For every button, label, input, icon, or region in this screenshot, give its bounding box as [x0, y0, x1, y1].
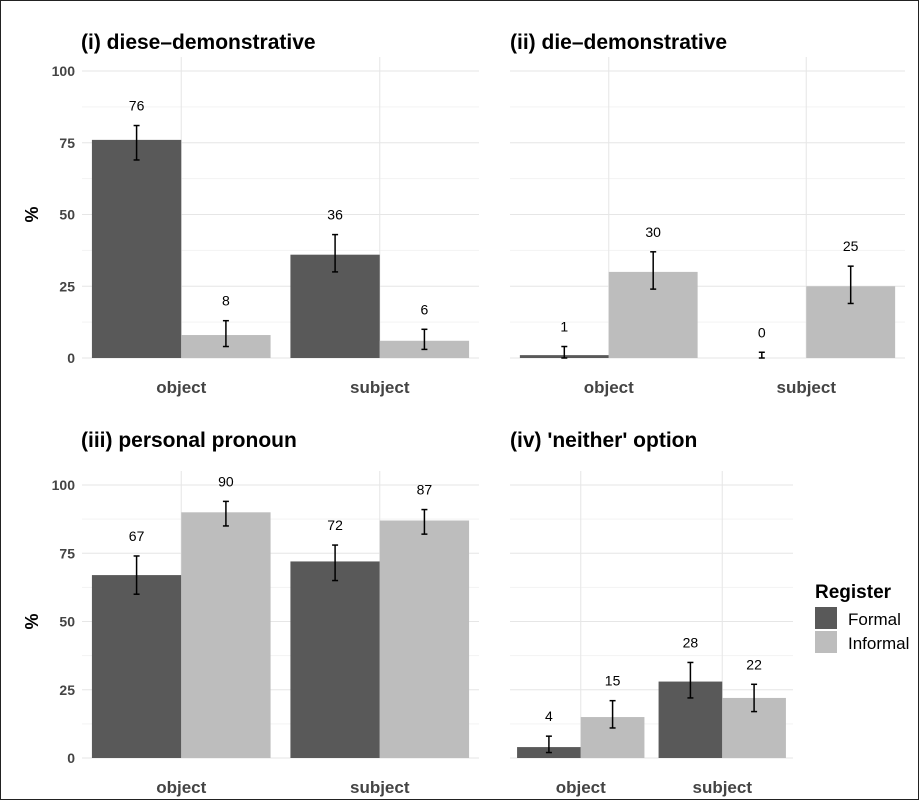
data-label: 72: [327, 517, 343, 533]
y-tick-label: 50: [59, 207, 75, 223]
bar-formal-object: [91, 139, 182, 358]
data-label: 15: [605, 673, 621, 689]
x-tick-label: subject: [350, 378, 410, 397]
panel-title: (i) diese–demonstrative: [81, 31, 316, 54]
y-tick-label: 25: [59, 278, 75, 294]
panel-title: (ii) die–demonstrative: [510, 31, 727, 54]
y-axis-label: %: [22, 206, 42, 222]
legend-title: Register: [815, 582, 892, 603]
bar-formal-object: [91, 575, 182, 758]
data-label: 28: [683, 634, 699, 650]
x-tick-label: subject: [350, 778, 410, 797]
bar-informal-object: [181, 512, 271, 758]
data-label: 1: [560, 319, 568, 335]
x-tick-label: subject: [692, 778, 752, 797]
y-tick-label: 0: [67, 350, 75, 366]
legend-label-informal: Informal: [848, 634, 909, 653]
legend-label-formal: Formal: [848, 610, 901, 629]
data-label: 0: [758, 324, 766, 340]
x-tick-label: object: [584, 378, 634, 397]
panel-4: (iv) 'neither' option object subject 4 28 15 2…: [510, 429, 793, 797]
bar-formal-subject: [290, 561, 380, 758]
y-tick-label: 75: [59, 545, 75, 561]
data-label: 25: [843, 238, 859, 254]
x-tick-label: object: [156, 778, 206, 797]
data-label: 6: [421, 301, 429, 317]
data-label: 30: [645, 224, 661, 240]
panel-title: (iii) personal pronoun: [81, 429, 297, 452]
y-tick-label: 25: [59, 682, 75, 698]
x-tick-label: subject: [776, 378, 836, 397]
y-axis-label: %: [22, 613, 42, 629]
legend: Register Formal Informal: [815, 582, 909, 653]
legend-swatch-informal: [815, 631, 837, 653]
data-label: 76: [129, 98, 145, 114]
x-tick-label: object: [556, 778, 606, 797]
y-tick-label: 75: [59, 135, 75, 151]
data-label: 8: [222, 293, 230, 309]
y-tick-label: 100: [52, 63, 76, 79]
data-label: 4: [545, 708, 553, 724]
bar-informal-subject: [379, 520, 470, 758]
y-tick-label: 0: [67, 750, 75, 766]
panel-2: (ii) die–demonstrative object subject 1 0 30 2…: [510, 31, 905, 397]
data-label: 22: [746, 656, 762, 672]
panel-title: (iv) 'neither' option: [510, 429, 697, 452]
legend-swatch-formal: [815, 607, 837, 629]
panel-1: (i) diese–demonstrative 0 25 50 75 100% object…: [22, 31, 479, 397]
data-label: 90: [218, 473, 234, 489]
data-label: 87: [417, 482, 433, 498]
data-label: 67: [129, 528, 145, 544]
y-tick-label: 50: [59, 614, 75, 630]
x-tick-label: object: [156, 378, 206, 397]
y-tick-label: 100: [52, 477, 76, 493]
panel-3: (iii) personal pronoun 0 25 50 75 100% object s…: [22, 429, 479, 797]
data-label: 36: [327, 207, 343, 223]
